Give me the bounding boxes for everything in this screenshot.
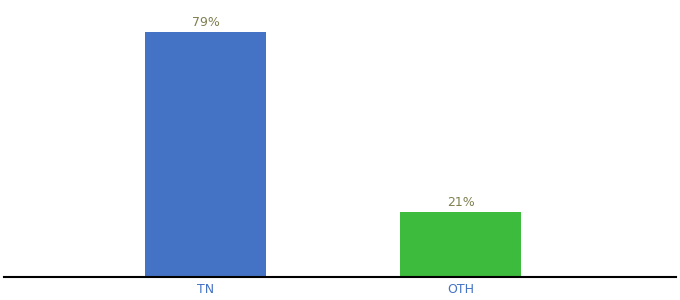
Text: 21%: 21% — [447, 196, 475, 209]
Bar — [146, 32, 266, 277]
Text: 79%: 79% — [192, 16, 220, 29]
Bar — [401, 212, 522, 277]
